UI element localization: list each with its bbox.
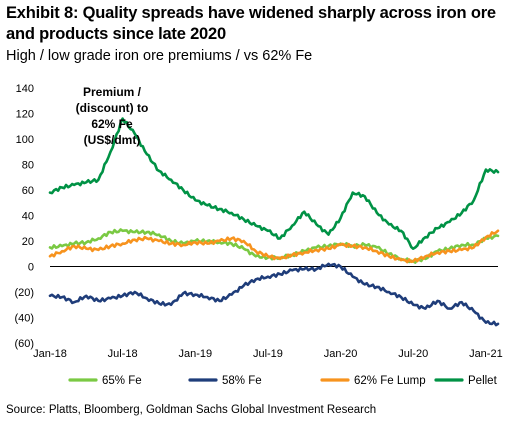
chart-svg: 140 120 100 80 60 40 20 0 (20) (40) (60)Jan-18 Jul-… — [14, 83, 503, 387]
series-line-pellet — [48, 117, 500, 250]
y-tick-label: 0 — [28, 262, 34, 274]
x-tick-label: Jul-20 — [398, 348, 428, 360]
y-tick-label: (40) — [14, 313, 34, 325]
x-tick-label: Jul-19 — [253, 348, 283, 360]
chart-title: Exhibit 8: Quality spreads have widened … — [6, 4, 496, 43]
x-tick-label: Jan-19 — [178, 348, 212, 360]
chart-annotation: (discount) to — [76, 101, 149, 115]
chart-subtitle: High / low grade iron ore premiums / vs … — [6, 48, 313, 64]
series-line-58-fe — [48, 262, 500, 327]
chart-annotation: (US$/dmt) — [84, 133, 141, 147]
series-line-62-fe-lump — [48, 229, 500, 264]
chart-annotation: 62% Fe — [91, 117, 133, 131]
y-tick-label: (60) — [14, 338, 34, 350]
y-tick-label: 60 — [22, 185, 34, 197]
y-tick-label: 20 — [22, 236, 34, 248]
x-tick-label: Jan-20 — [324, 348, 358, 360]
chart-annotation: Premium / — [83, 85, 142, 99]
y-tick-label: 80 — [22, 160, 34, 172]
y-tick-label: 40 — [22, 211, 34, 223]
y-tick-label: 100 — [16, 134, 34, 146]
x-tick-label: Jul-18 — [108, 348, 138, 360]
x-tick-label: Jan-21 — [469, 348, 503, 360]
y-tick-label: (20) — [14, 287, 34, 299]
y-tick-label: 140 — [16, 83, 34, 95]
x-tick-label: Jan-18 — [33, 348, 67, 360]
source-note: Source: Platts, Bloomberg, Goldman Sachs… — [6, 404, 377, 416]
legend-label-pellet: Pellet — [468, 375, 498, 387]
legend-label-62-fe-lump: 62% Fe Lump — [354, 375, 426, 387]
legend-label-58-fe: 58% Fe — [222, 375, 262, 387]
legend-label-65-fe: 65% Fe — [102, 375, 142, 387]
y-tick-label: 120 — [16, 109, 34, 121]
